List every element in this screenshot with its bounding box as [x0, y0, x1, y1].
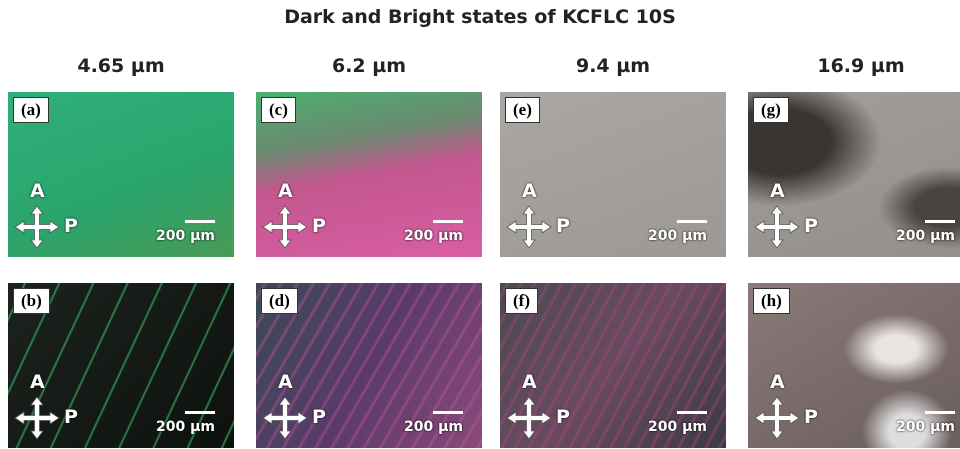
polarizer-label: P	[556, 215, 570, 237]
scale-bar	[185, 220, 215, 223]
scale-bar	[677, 411, 707, 414]
scale-bar	[433, 220, 463, 223]
column-header: 4.65 µm	[8, 55, 234, 77]
polarizer-cross	[260, 204, 310, 254]
polarizer-cross	[752, 204, 802, 254]
panel-label: (d)	[261, 288, 298, 314]
analyzer-label: A	[30, 371, 45, 393]
figure-title: Dark and Bright states of KCFLC 10S	[0, 6, 960, 28]
scale-bar	[925, 220, 955, 223]
polarizer-label: P	[64, 406, 78, 428]
polarizer-cross	[12, 204, 62, 254]
analyzer-label: A	[30, 180, 45, 202]
polarizer-label: P	[556, 406, 570, 428]
analyzer-label: A	[770, 180, 785, 202]
polarizer-cross	[260, 395, 310, 445]
analyzer-label: A	[770, 371, 785, 393]
figure: Dark and Bright states of KCFLC 10S (() …	[0, 0, 960, 449]
polarizer-label: P	[804, 406, 818, 428]
scale-bar	[925, 411, 955, 414]
analyzer-label: A	[278, 180, 293, 202]
panel-label: (c)	[261, 97, 296, 123]
scale-bar-label: 200 µm	[404, 419, 463, 435]
polarizer-label: P	[64, 215, 78, 237]
panel-label: (g)	[753, 97, 789, 123]
column-header: 9.4 µm	[500, 55, 726, 77]
scale-bar	[677, 220, 707, 223]
polarizer-cross	[504, 395, 554, 445]
panel-label: (f)	[505, 288, 538, 314]
scale-bar-label: 200 µm	[156, 228, 215, 244]
column-header: 6.2 µm	[256, 55, 482, 77]
polarizer-label: P	[804, 215, 818, 237]
polarizer-label: P	[312, 406, 326, 428]
panel-label: (a)	[13, 97, 49, 123]
polarizer-cross	[12, 395, 62, 445]
scale-bar	[185, 411, 215, 414]
column-header: 16.9 µm	[748, 55, 960, 77]
scale-bar-label: 200 µm	[896, 228, 955, 244]
analyzer-label: A	[278, 371, 293, 393]
polarizer-cross	[752, 395, 802, 445]
scale-bar-label: 200 µm	[404, 228, 463, 244]
panel-label: (b)	[13, 288, 50, 314]
polarizer-cross	[504, 204, 554, 254]
scale-bar	[433, 411, 463, 414]
scale-bar-label: 200 µm	[156, 419, 215, 435]
polarizer-label: P	[312, 215, 326, 237]
analyzer-label: A	[522, 371, 537, 393]
scale-bar-label: 200 µm	[896, 419, 955, 435]
scale-bar-label: 200 µm	[648, 419, 707, 435]
scale-bar-label: 200 µm	[648, 228, 707, 244]
analyzer-label: A	[522, 180, 537, 202]
panel-label: (h)	[753, 288, 790, 314]
panel-label: (e)	[505, 97, 540, 123]
